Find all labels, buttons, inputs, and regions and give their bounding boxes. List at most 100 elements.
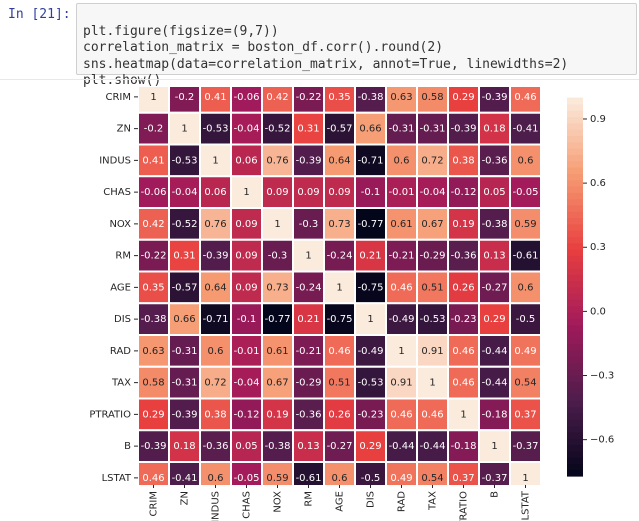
heatmap-cell: [323, 143, 356, 178]
heatmap-cell: [137, 302, 170, 336]
code-cell[interactable]: plt.figure(figsize=(9,7)) correlation_mat…: [76, 3, 637, 88]
colorbar-segment: [567, 419, 583, 427]
cell-annotation: -0.06: [234, 92, 260, 103]
heatmap-cell: [168, 429, 201, 463]
cell-annotation: 0.13: [297, 441, 319, 452]
colorbar-segment: [567, 110, 583, 118]
heatmap-cell: [447, 429, 480, 463]
colorbar-segment: [567, 324, 583, 332]
heatmap-cell: [323, 429, 356, 463]
cell-annotation: 0.6: [208, 473, 224, 484]
cell-annotation: -0.12: [234, 409, 260, 420]
colorbar-segment: [567, 394, 583, 401]
cell-annotation: -0.53: [172, 155, 198, 166]
code-line: plt.show(): [83, 73, 162, 88]
cell-annotation: 0.76: [204, 219, 226, 230]
colorbar-segment: [567, 305, 583, 313]
cell-annotation: 0.72: [421, 155, 443, 166]
heatmap-cell: [199, 143, 232, 178]
heatmap-cell: [478, 302, 511, 336]
cell-annotation: -0.71: [358, 155, 384, 166]
cell-annotation: -0.04: [172, 187, 198, 198]
cell-annotation: 0.19: [266, 409, 288, 420]
colorbar-segment: [567, 116, 583, 124]
separator: [0, 79, 639, 80]
y-tick-label: LSTAT: [102, 473, 132, 484]
colorbar-tick-label: 0.6: [590, 178, 606, 189]
heatmap-cell: [447, 175, 480, 209]
colorbar-segment: [567, 217, 583, 225]
heatmap-cell: [385, 238, 418, 273]
colorbar-segment: [567, 469, 583, 477]
colorbar-segment: [567, 173, 583, 181]
cell-annotation: -0.27: [327, 441, 353, 452]
heatmap-cell: [509, 302, 542, 336]
x-tick-label: NOX: [273, 491, 284, 513]
cell-annotation: 1: [336, 282, 342, 293]
cell-annotation: 1: [274, 219, 280, 230]
x-tick-label: DIS: [366, 491, 377, 508]
cell-annotation: 0.09: [266, 187, 288, 198]
cell-annotation: -0.52: [265, 124, 291, 135]
cell-annotation: 0.35: [328, 92, 350, 103]
heatmap-cell: [292, 238, 325, 273]
colorbar-segment: [567, 248, 583, 256]
cell-prompt: In [21]:: [8, 7, 71, 22]
heatmap-cell: [509, 143, 542, 178]
cell-annotation: 0.51: [421, 282, 443, 293]
colorbar-segment: [567, 293, 583, 301]
cell-annotation: 0.21: [297, 314, 319, 325]
colorbar-segment: [567, 192, 583, 200]
cell-annotation: -0.31: [389, 124, 415, 135]
y-tick-label: PTRATIO: [89, 409, 131, 420]
heatmap-cell: [354, 87, 387, 114]
cell-annotation: -0.05: [513, 187, 539, 198]
colorbar-tick-label: −0.6: [590, 435, 614, 446]
cell-annotation: -0.24: [296, 282, 322, 293]
x-tick-label: TAX: [428, 491, 439, 511]
heatmap-cell: [323, 365, 356, 400]
cell-annotation: -0.01: [234, 346, 260, 357]
x-tick-label: AGE: [335, 491, 346, 512]
colorbar-segment: [567, 387, 583, 395]
cell-annotation: 0.42: [142, 219, 164, 230]
cell-annotation: -0.39: [203, 251, 229, 262]
cell-annotation: -0.44: [420, 441, 446, 452]
cell-annotation: 0.6: [518, 282, 534, 293]
cell-annotation: -0.44: [482, 346, 508, 357]
colorbar-segment: [567, 236, 583, 244]
colorbar-segment: [567, 129, 583, 137]
cell-annotation: 0.46: [514, 92, 536, 103]
heatmap-cell: [447, 207, 480, 241]
heatmap-cell: [292, 302, 325, 336]
cell-annotation: -0.04: [234, 378, 260, 389]
colorbar-segment: [567, 179, 583, 187]
colorbar-segment: [567, 230, 583, 237]
cell-annotation: -0.44: [482, 378, 508, 389]
cell-annotation: 0.09: [235, 282, 257, 293]
cell-annotation: 0.31: [173, 251, 195, 262]
cell-annotation: -0.2: [144, 124, 164, 135]
cell-annotation: -0.12: [451, 187, 477, 198]
cell-annotation: 0.59: [266, 473, 288, 484]
colorbar-segment: [567, 362, 583, 370]
colorbar-segment: [567, 457, 583, 464]
cell-annotation: 0.29: [142, 409, 164, 420]
cell-annotation: 0.64: [328, 155, 350, 166]
heatmap-cell: [261, 143, 294, 178]
cell-annotation: -0.39: [141, 441, 167, 452]
cell-annotation: -0.21: [389, 251, 415, 262]
heatmap-cell: [385, 429, 418, 463]
colorbar-tick-label: 0.9: [590, 114, 606, 125]
cell-annotation: 0.61: [390, 219, 412, 230]
colorbar-segment: [567, 299, 583, 307]
cell-annotation: -0.75: [327, 314, 353, 325]
cell-annotation: -0.18: [482, 409, 508, 420]
x-tick-label: RM: [304, 491, 315, 507]
cell-annotation: -0.23: [358, 409, 384, 420]
cell-annotation: -0.39: [296, 155, 322, 166]
cell-annotation: -0.31: [172, 378, 198, 389]
cell-annotation: 1: [305, 251, 311, 262]
heatmap-cell: [137, 365, 170, 400]
cell-annotation: 0.6: [208, 346, 224, 357]
